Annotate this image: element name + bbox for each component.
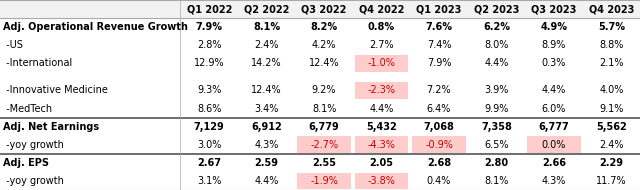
- Text: 9.1%: 9.1%: [599, 104, 623, 114]
- Text: Q1 2023: Q1 2023: [416, 4, 461, 14]
- Text: 8.6%: 8.6%: [197, 104, 221, 114]
- Text: 5.7%: 5.7%: [598, 22, 625, 32]
- Text: -2.3%: -2.3%: [367, 86, 396, 96]
- Text: Q1 2022: Q1 2022: [186, 4, 232, 14]
- Text: 2.59: 2.59: [255, 158, 278, 168]
- Text: 4.4%: 4.4%: [484, 58, 509, 68]
- Text: -1.0%: -1.0%: [367, 58, 396, 68]
- Text: 12.4%: 12.4%: [308, 58, 339, 68]
- Text: 7,358: 7,358: [481, 122, 512, 132]
- Text: Q4 2023: Q4 2023: [589, 4, 634, 14]
- Text: 2.05: 2.05: [369, 158, 394, 168]
- Text: 4.4%: 4.4%: [369, 104, 394, 114]
- Text: 2.66: 2.66: [542, 158, 566, 168]
- Text: 7.2%: 7.2%: [427, 86, 451, 96]
- Text: 4.2%: 4.2%: [312, 40, 337, 50]
- Text: Q4 2022: Q4 2022: [359, 4, 404, 14]
- Text: -Innovative Medicine: -Innovative Medicine: [3, 86, 108, 96]
- Bar: [297, 173, 351, 189]
- Bar: [355, 82, 408, 99]
- Text: 6.2%: 6.2%: [483, 22, 510, 32]
- Text: 7.6%: 7.6%: [426, 22, 452, 32]
- Text: 7,129: 7,129: [194, 122, 225, 132]
- Text: 0.8%: 0.8%: [368, 22, 395, 32]
- Text: 9.9%: 9.9%: [484, 104, 509, 114]
- Text: 2.8%: 2.8%: [197, 40, 221, 50]
- Text: -3.8%: -3.8%: [367, 176, 396, 186]
- Text: 4.4%: 4.4%: [541, 86, 566, 96]
- Text: 3.0%: 3.0%: [197, 140, 221, 150]
- Text: 8.1%: 8.1%: [253, 22, 280, 32]
- Text: 0.0%: 0.0%: [541, 140, 566, 150]
- Text: -0.9%: -0.9%: [425, 140, 453, 150]
- Text: Q2 2023: Q2 2023: [474, 4, 519, 14]
- Text: -2.7%: -2.7%: [310, 140, 338, 150]
- Text: -yoy growth: -yoy growth: [3, 176, 63, 186]
- Text: 2.29: 2.29: [599, 158, 623, 168]
- Text: 2.1%: 2.1%: [599, 58, 623, 68]
- Text: 12.4%: 12.4%: [252, 86, 282, 96]
- Text: 8.9%: 8.9%: [541, 40, 566, 50]
- Text: 8.1%: 8.1%: [312, 104, 336, 114]
- Text: 4.0%: 4.0%: [599, 86, 623, 96]
- Text: Adj. Operational Revenue Growth: Adj. Operational Revenue Growth: [3, 22, 188, 32]
- Text: 2.55: 2.55: [312, 158, 336, 168]
- Text: 8.2%: 8.2%: [310, 22, 338, 32]
- Text: 4.3%: 4.3%: [541, 176, 566, 186]
- Text: Q3 2023: Q3 2023: [531, 4, 577, 14]
- Text: 4.9%: 4.9%: [540, 22, 567, 32]
- Text: Adj. EPS: Adj. EPS: [3, 158, 49, 168]
- Text: 4.4%: 4.4%: [255, 176, 279, 186]
- Text: 3.4%: 3.4%: [255, 104, 279, 114]
- Text: Q2 2022: Q2 2022: [244, 4, 289, 14]
- Text: -4.3%: -4.3%: [367, 140, 396, 150]
- Text: 11.7%: 11.7%: [596, 176, 627, 186]
- Text: -yoy growth: -yoy growth: [3, 140, 63, 150]
- Text: Adj. Net Earnings: Adj. Net Earnings: [3, 122, 99, 132]
- Text: 4.3%: 4.3%: [255, 140, 279, 150]
- Text: 2.7%: 2.7%: [369, 40, 394, 50]
- Text: 2.80: 2.80: [484, 158, 508, 168]
- Text: 8.8%: 8.8%: [599, 40, 623, 50]
- Text: 6,777: 6,777: [538, 122, 569, 132]
- Text: 7.4%: 7.4%: [427, 40, 451, 50]
- Text: 2.4%: 2.4%: [254, 40, 279, 50]
- Text: 12.9%: 12.9%: [194, 58, 225, 68]
- Text: 0.4%: 0.4%: [427, 176, 451, 186]
- Bar: [527, 136, 580, 153]
- Text: 0.3%: 0.3%: [541, 58, 566, 68]
- Text: 7.9%: 7.9%: [427, 58, 451, 68]
- Bar: [355, 136, 408, 153]
- Text: 7.9%: 7.9%: [196, 22, 223, 32]
- Text: 2.4%: 2.4%: [599, 140, 623, 150]
- Text: 3.1%: 3.1%: [197, 176, 221, 186]
- Text: 9.3%: 9.3%: [197, 86, 221, 96]
- Text: 2.68: 2.68: [427, 158, 451, 168]
- Text: 7,068: 7,068: [424, 122, 454, 132]
- Text: 14.2%: 14.2%: [252, 58, 282, 68]
- Text: -US: -US: [3, 40, 22, 50]
- Text: -MedTech: -MedTech: [3, 104, 52, 114]
- Text: 3.9%: 3.9%: [484, 86, 509, 96]
- Bar: [355, 55, 408, 72]
- Text: 2.67: 2.67: [197, 158, 221, 168]
- Bar: [0, 0, 640, 18]
- Text: Q3 2022: Q3 2022: [301, 4, 347, 14]
- Text: 8.0%: 8.0%: [484, 40, 509, 50]
- Bar: [355, 173, 408, 189]
- Bar: [297, 136, 351, 153]
- Text: 6,779: 6,779: [308, 122, 339, 132]
- Text: 5,562: 5,562: [596, 122, 627, 132]
- Text: 9.2%: 9.2%: [312, 86, 337, 96]
- Text: 5,432: 5,432: [366, 122, 397, 132]
- Text: 8.1%: 8.1%: [484, 176, 509, 186]
- Bar: [412, 136, 466, 153]
- Text: 6,912: 6,912: [252, 122, 282, 132]
- Text: -1.9%: -1.9%: [310, 176, 338, 186]
- Text: 6.4%: 6.4%: [427, 104, 451, 114]
- Text: 6.5%: 6.5%: [484, 140, 509, 150]
- Text: -International: -International: [3, 58, 72, 68]
- Text: 6.0%: 6.0%: [541, 104, 566, 114]
